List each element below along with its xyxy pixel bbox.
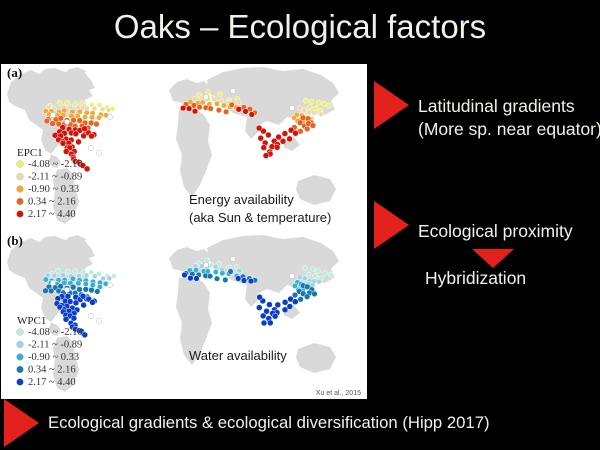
svg-text:-4.08 ~ -2.10: -4.08 ~ -2.10 bbox=[28, 159, 83, 170]
svg-text:-4.08 ~ -2.10: -4.08 ~ -2.10 bbox=[28, 327, 83, 338]
svg-text:Energy availability: Energy availability bbox=[189, 192, 294, 207]
svg-text:(b): (b) bbox=[7, 233, 23, 248]
svg-text:0.34 ~ 2.16: 0.34 ~ 2.16 bbox=[28, 365, 76, 376]
svg-text:-2.11 ~ -0.89: -2.11 ~ -0.89 bbox=[28, 172, 82, 183]
svg-text:-0.90 ~ 0.33: -0.90 ~ 0.33 bbox=[28, 352, 79, 363]
svg-text:2.17 ~ 4.40: 2.17 ~ 4.40 bbox=[28, 209, 76, 220]
svg-text:-2.11 ~ -0.89: -2.11 ~ -0.89 bbox=[28, 340, 82, 351]
svg-text:-0.90 ~ 0.33: -0.90 ~ 0.33 bbox=[28, 184, 79, 195]
svg-text:2.17 ~ 4.40: 2.17 ~ 4.40 bbox=[28, 377, 76, 388]
svg-text:(a): (a) bbox=[7, 65, 22, 80]
svg-text:Water availability: Water availability bbox=[189, 348, 287, 363]
svg-text:(aka Sun & temperature): (aka Sun & temperature) bbox=[189, 210, 331, 225]
svg-text:WPC1: WPC1 bbox=[17, 315, 46, 327]
svg-text:EPC1: EPC1 bbox=[17, 147, 43, 159]
svg-text:0.34 ~ 2.16: 0.34 ~ 2.16 bbox=[28, 197, 76, 208]
